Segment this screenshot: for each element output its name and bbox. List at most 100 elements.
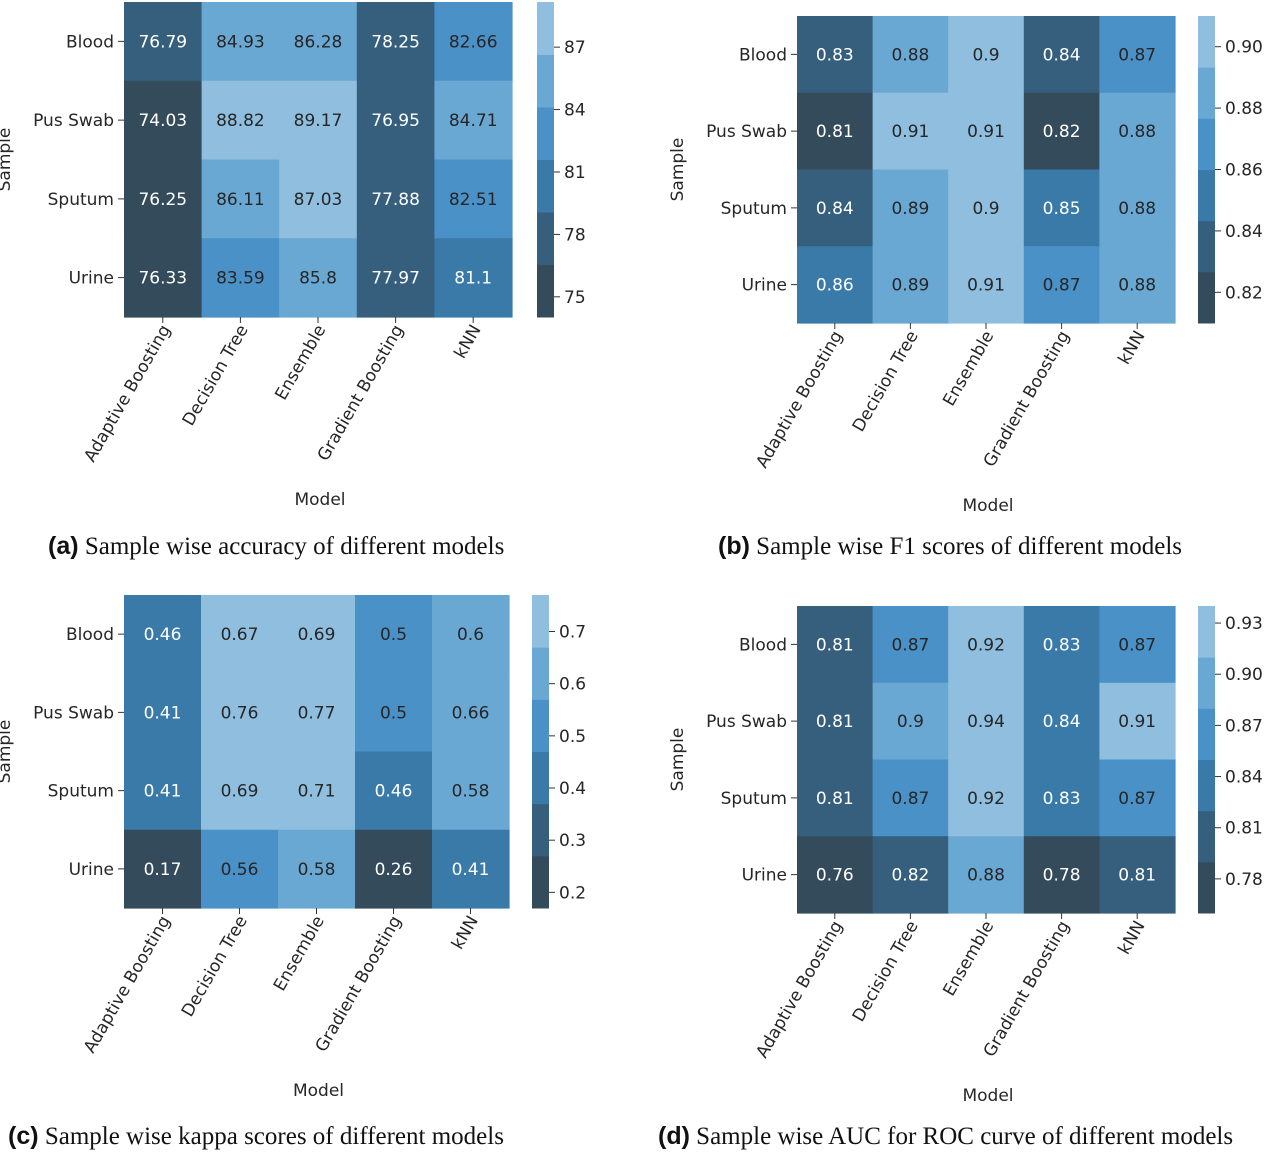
heatmap-cell-blood-gradient-boosting — [1023, 606, 1100, 684]
colorbar-segment — [532, 751, 549, 805]
x-axis-label: Model — [962, 1086, 1013, 1106]
heatmap-cell-blood-ensemble — [279, 2, 358, 82]
y-tick-label-blood: Blood — [739, 45, 787, 65]
cell-value-label: 0.71 — [298, 782, 336, 802]
cell-value-label: 0.46 — [375, 782, 413, 802]
heatmap-cell-blood-knn — [434, 2, 513, 82]
cell-value-label: 0.81 — [1118, 866, 1156, 886]
colorbar-tick-label: 0.82 — [1225, 283, 1263, 303]
y-tick-label-sputum: Sputum — [721, 789, 787, 809]
colorbar-segment — [537, 212, 554, 265]
x-tick-label-knn: kNN — [1115, 328, 1150, 369]
heatmap-cell-pus-swab-knn — [1099, 682, 1176, 761]
heatmap-cell-sputum-gradient-boosting — [355, 751, 433, 831]
colorbar-segment — [537, 159, 554, 213]
heatmap-cell-sputum-decision-tree — [201, 159, 280, 239]
heatmap-panel-kappa: 0.46 0.67 0.69 0.5 0.6 0.41 0.76 0.77 0.5 0.66 0.4… — [0, 580, 640, 1155]
colorbar-segment — [1198, 118, 1215, 170]
y-tick-label-sputum: Sputum — [721, 199, 787, 219]
cell-value-label: 0.9 — [972, 45, 999, 65]
cell-value-label: 0.85 — [1043, 199, 1081, 219]
heatmap-cell-blood-gradient-boosting — [355, 595, 433, 674]
x-tick-label-gradient-boosting: Gradient Boosting — [314, 321, 408, 464]
cell-value-label: 74.03 — [138, 111, 187, 131]
heatmap-cell-sputum-gradient-boosting — [1023, 169, 1100, 247]
cell-value-label: 0.78 — [1043, 866, 1081, 886]
cell-value-label: 0.9 — [972, 199, 999, 219]
heatmap-cell-blood-ensemble — [948, 606, 1025, 684]
colorbar-tick-label: 78 — [564, 225, 586, 245]
heatmap-cell-urine-ensemble — [948, 836, 1025, 914]
heatmap-cell-pus-swab-knn — [432, 673, 510, 753]
colorbar-segment — [532, 803, 549, 857]
colorbar-tick-label: 0.2 — [559, 883, 586, 903]
heatmap-cell-pus-swab-gradient-boosting — [1023, 92, 1100, 171]
colorbar-tick-label: 75 — [564, 288, 586, 308]
colorbar-tick-label: 0.88 — [1225, 99, 1263, 119]
colorbar-segment — [1198, 16, 1215, 68]
x-tick-label-decision-tree: Decision Tree — [849, 328, 923, 436]
heatmap-cell-urine-adaptive-boosting — [797, 836, 874, 914]
cell-value-label: 0.87 — [891, 635, 929, 655]
y-tick-label-pus-swab: Pus Swab — [706, 712, 787, 732]
cell-value-label: 0.84 — [1043, 712, 1081, 732]
caption-text: Sample wise kappa scores of different mo… — [44, 1123, 504, 1150]
heatmap-cell-pus-swab-ensemble — [278, 673, 356, 753]
heatmap-cell-blood-gradient-boosting — [356, 2, 435, 82]
heatmap-cell-pus-swab-decision-tree — [201, 673, 279, 753]
heatmap-cell-pus-swab-gradient-boosting — [356, 80, 435, 161]
cell-value-label: 0.66 — [452, 703, 490, 723]
heatmap-cell-sputum-adaptive-boosting — [797, 759, 874, 837]
cell-value-label: 0.94 — [967, 712, 1005, 732]
heatmap-cell-sputum-ensemble — [278, 751, 356, 831]
colorbar-tick-label: 84 — [564, 101, 586, 121]
cell-value-label: 0.92 — [967, 635, 1005, 655]
heatmap-cell-sputum-knn — [1099, 169, 1176, 247]
heatmap-cell-pus-swab-adaptive-boosting — [797, 92, 874, 171]
y-tick-label-sputum: Sputum — [48, 782, 114, 802]
cell-value-label: 85.8 — [299, 269, 337, 289]
caption-kappa: (c) Sample wise kappa scores of differen… — [8, 1122, 504, 1151]
cell-value-label: 0.84 — [816, 199, 854, 219]
cell-value-label: 76.25 — [138, 190, 187, 210]
cell-value-label: 0.86 — [816, 276, 854, 296]
cell-value-label: 0.76 — [221, 703, 259, 723]
heatmap-cell-sputum-adaptive-boosting — [124, 751, 202, 831]
caption-label: (a) — [48, 532, 79, 560]
cell-value-label: 88.82 — [216, 111, 265, 131]
caption-label: (d) — [658, 1122, 690, 1150]
x-tick-label-adaptive-boosting: Adaptive Boosting — [752, 918, 847, 1062]
cell-value-label: 0.46 — [144, 625, 182, 645]
colorbar-tick-label: 0.90 — [1225, 38, 1263, 58]
colorbar-segment — [537, 54, 554, 108]
colorbar-segment — [532, 595, 549, 648]
heatmap-cell-blood-decision-tree — [201, 595, 279, 674]
heatmap-cell-pus-swab-gradient-boosting — [355, 673, 433, 753]
heatmap-cell-pus-swab-ensemble — [948, 682, 1025, 761]
heatmap-cell-blood-gradient-boosting — [1023, 16, 1100, 94]
x-tick-label-knn: kNN — [1115, 918, 1150, 959]
heatmap-cell-urine-knn — [1099, 246, 1176, 324]
heatmap-cell-urine-ensemble — [279, 238, 358, 318]
cell-value-label: 0.82 — [1043, 122, 1081, 142]
heatmap-cell-blood-decision-tree — [201, 2, 280, 82]
heatmap-cell-blood-knn — [432, 595, 510, 674]
x-tick-label-decision-tree: Decision Tree — [849, 918, 923, 1026]
colorbar-tick-label: 0.84 — [1225, 222, 1263, 242]
cell-value-label: 86.28 — [294, 32, 343, 52]
heatmap-panel-accuracy: 76.79 84.93 86.28 78.25 82.66 74.03 88.82 89.17… — [0, 0, 640, 575]
heatmap-cell-urine-gradient-boosting — [355, 829, 433, 909]
colorbar-tick-label: 0.3 — [559, 831, 586, 851]
cell-value-label: 0.87 — [1118, 789, 1156, 809]
heatmap-cell-urine-knn — [1099, 836, 1176, 914]
heatmap-cell-pus-swab-decision-tree — [872, 682, 949, 761]
x-tick-label-decision-tree: Decision Tree — [179, 322, 253, 430]
y-tick-label-pus-swab: Pus Swab — [33, 111, 114, 131]
heatmap-cell-urine-gradient-boosting — [1023, 246, 1100, 324]
heatmap-f1: 0.83 0.88 0.9 0.84 0.87 0.81 0.91 0.91 0.82 0.88 0… — [668, 16, 1263, 516]
heatmap-cell-blood-adaptive-boosting — [797, 606, 874, 684]
cell-value-label: 77.88 — [371, 190, 420, 210]
x-axis-label: Model — [294, 490, 345, 510]
cell-value-label: 0.5 — [380, 625, 407, 645]
y-tick-label-blood: Blood — [66, 625, 114, 645]
